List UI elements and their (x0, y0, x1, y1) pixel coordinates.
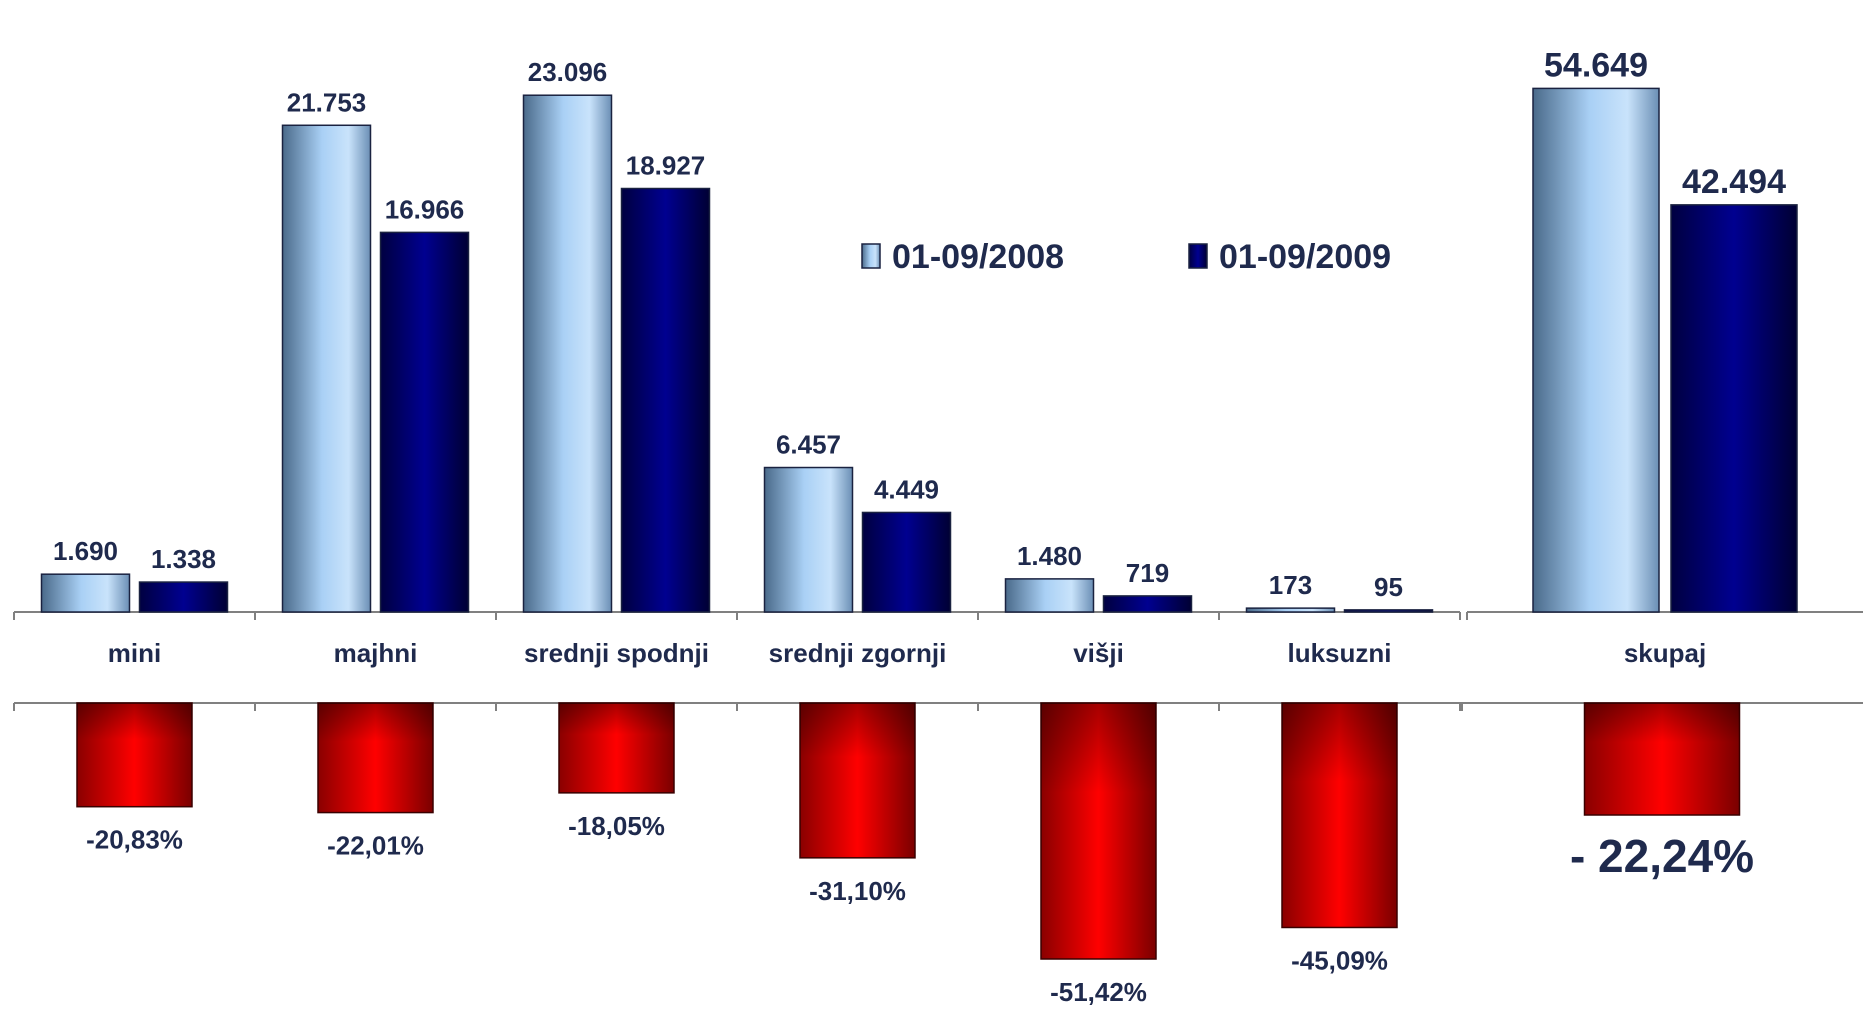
category-label: srednji spodnji (524, 638, 709, 668)
change-label: -20,83% (86, 825, 183, 855)
data-label-2009: 18.927 (626, 151, 706, 181)
data-label-2008: 173 (1269, 570, 1312, 600)
legend-swatch-2009 (1188, 243, 1208, 269)
bar-2009-mini (138, 581, 229, 613)
category-label: mini (108, 638, 161, 668)
data-label-2008: 21.753 (287, 87, 367, 117)
bar-2009-višji (1102, 595, 1193, 613)
bar-2008-višji (1004, 578, 1095, 613)
category-label: srednji zgornji (769, 638, 947, 668)
bar-2009-skupaj (1670, 204, 1798, 613)
change-bar-shade (1584, 703, 1740, 815)
data-label-2008: 1.690 (53, 536, 118, 566)
category-label: skupaj (1624, 638, 1706, 668)
bar-2009-srednji-zgornji (861, 511, 952, 613)
data-label-2009: 719 (1126, 558, 1169, 588)
data-label-2009: 42.494 (1682, 163, 1786, 201)
change-bar-shade (77, 703, 192, 807)
legend-label-2008: 01-09/2008 (892, 238, 1064, 276)
bar-2008-mini (40, 573, 131, 613)
labels-layer: 1.690 1.338 mini 21.753 16.966 majhni 23.096 18… (53, 46, 1786, 1007)
change-bar-shade (559, 703, 674, 793)
bars-layer (40, 87, 1798, 960)
bar-2008-srednji-spodnji (522, 94, 613, 613)
change-bar-shade (800, 703, 915, 858)
bar-2008-luksuzni (1245, 607, 1336, 613)
data-label-2009: 16.966 (385, 194, 465, 224)
change-label: -31,10% (809, 876, 906, 906)
change-label: -51,42% (1050, 977, 1147, 1005)
data-label-2009: 4.449 (874, 474, 939, 504)
change-bar-shade (1041, 703, 1156, 959)
bar-2009-srednji-spodnji (620, 187, 711, 613)
bar-2008-skupaj (1532, 87, 1660, 613)
legend-label-2009: 01-09/2009 (1219, 238, 1391, 276)
category-label: luksuzni (1287, 638, 1391, 668)
legend-swatch-2008 (861, 243, 881, 269)
category-label: višji (1073, 638, 1124, 668)
bar-2008-srednji-zgornji (763, 466, 854, 613)
data-label-2008: 54.649 (1544, 46, 1648, 84)
bar-2008-majhni (281, 124, 372, 613)
data-label-2008: 1.480 (1017, 541, 1082, 571)
data-label-2008: 23.096 (528, 57, 608, 87)
change-label: -22,01% (327, 831, 424, 861)
bar-2009-luksuzni (1343, 609, 1434, 613)
data-label-2009: 1.338 (151, 544, 216, 574)
change-bar-shade (318, 703, 433, 813)
change-bar-shade (1282, 703, 1397, 928)
change-label: - 22,24% (1570, 830, 1754, 882)
legend: 01-09/2008 01-09/2009 (861, 238, 1391, 276)
data-label-2008: 6.457 (776, 430, 841, 460)
bar-2009-majhni (379, 231, 470, 613)
change-label: -45,09% (1291, 945, 1388, 975)
category-label: majhni (334, 638, 418, 668)
data-label-2009: 95 (1374, 572, 1403, 602)
change-label: -18,05% (568, 811, 665, 841)
